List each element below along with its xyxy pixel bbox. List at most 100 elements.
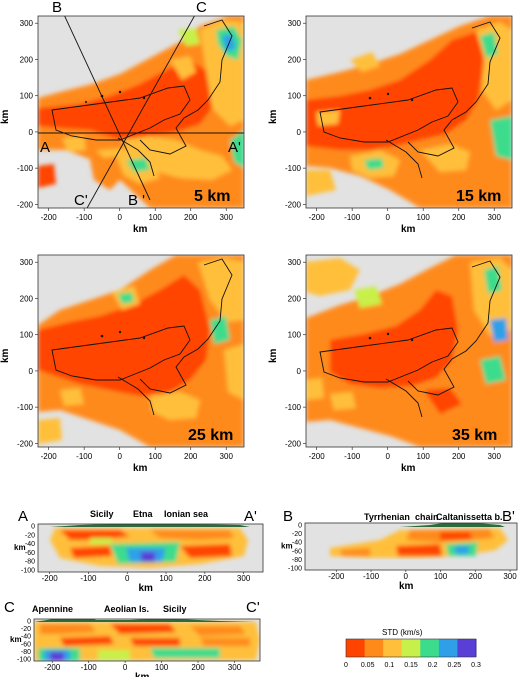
section-xtick-label: -200 bbox=[328, 572, 345, 581]
legend-tick-label: 0.25 bbox=[448, 662, 462, 669]
map-xtick-label: -200 bbox=[41, 452, 58, 461]
legend-tick-label: 0.15 bbox=[404, 662, 418, 669]
section-xtick-label: 200 bbox=[191, 663, 205, 672]
section-b-place-2: chain bbox=[415, 512, 439, 522]
map-ytick-label: 0 bbox=[297, 128, 302, 137]
profile-marker-a-prime: A' bbox=[228, 139, 241, 156]
section-ytick-label: 0 bbox=[298, 523, 302, 530]
map-5km: 5 km B C A A' C' B ' bbox=[37, 0, 245, 209]
section-c-place-3: Sicily bbox=[163, 604, 187, 614]
section-c-place-1: Apennine bbox=[32, 604, 73, 614]
axes: -200 -100 0 100 200 3003002001000-100-200kmkm… bbox=[0, 19, 517, 682]
map-xtick-label: 200 bbox=[184, 452, 198, 461]
legend-tick-label: 0.3 bbox=[471, 662, 481, 669]
section-ytick-label: -100 bbox=[17, 657, 31, 664]
map-ytick-label: 100 bbox=[20, 331, 34, 340]
profile-marker-c-prime: C' bbox=[74, 192, 88, 209]
legend-swatch bbox=[420, 639, 440, 657]
section-xtick-label: 200 bbox=[198, 574, 212, 583]
section-ytick-label: -40 bbox=[25, 541, 35, 548]
section-c-end: C' bbox=[246, 599, 260, 616]
legend-tick-label: 0 bbox=[344, 662, 348, 669]
map-xtick-label: 300 bbox=[488, 213, 502, 222]
legend-swatch bbox=[438, 639, 458, 657]
map-xtick-label: -100 bbox=[76, 213, 93, 222]
legend-swatch bbox=[346, 639, 366, 657]
map-xtick-label: 100 bbox=[149, 452, 163, 461]
map-ytick-label: 0 bbox=[297, 367, 302, 376]
section-ytick-label: -40 bbox=[292, 540, 302, 547]
map-ytick-label: -200 bbox=[17, 439, 34, 448]
map-xtick-label: 200 bbox=[452, 452, 466, 461]
legend: STD (km/s) 0 0.05 0.1 0.15 0.2 0.25 0.3 bbox=[344, 628, 481, 669]
profile-marker-c: C bbox=[196, 0, 207, 16]
map-xtick-label: 300 bbox=[488, 452, 502, 461]
section-xlabel: km bbox=[139, 583, 154, 594]
map-ylabel: km bbox=[268, 348, 279, 363]
map-25km: 25 km bbox=[37, 254, 245, 448]
map-ytick-label: 100 bbox=[288, 331, 302, 340]
section-a-end: A' bbox=[244, 508, 257, 525]
section-ylabel: km bbox=[14, 543, 26, 552]
section-ytick-label: -40 bbox=[21, 634, 31, 641]
section-a: A A' Sicily Etna Ionian sea bbox=[18, 508, 264, 573]
map-ytick-label: 300 bbox=[288, 258, 302, 267]
profile-marker-b: B bbox=[52, 0, 62, 16]
map-xtick-label: 100 bbox=[149, 213, 163, 222]
section-xtick-label: 200 bbox=[469, 572, 483, 581]
section-ylabel: km bbox=[281, 542, 293, 551]
map-ytick-label: 300 bbox=[20, 258, 34, 267]
depth-label-25km: 25 km bbox=[188, 427, 233, 444]
section-xtick-label: 300 bbox=[228, 663, 242, 672]
section-b-start: B bbox=[283, 508, 293, 525]
map-ytick-label: 100 bbox=[20, 92, 34, 101]
map-ytick-label: 200 bbox=[20, 294, 34, 303]
legend-frame bbox=[345, 638, 477, 658]
map-xtick-label: -100 bbox=[344, 452, 361, 461]
section-c: C C' Apennine Aeolian Is. Sicily bbox=[4, 599, 261, 662]
map-xtick-label: 0 bbox=[385, 213, 390, 222]
legend-swatch bbox=[383, 639, 403, 657]
section-ylabel: km bbox=[10, 635, 22, 644]
section-b-place-3: Caltanissetta b. bbox=[436, 512, 503, 522]
map-xtick-label: -200 bbox=[309, 452, 326, 461]
map-xtick-label: 0 bbox=[117, 452, 122, 461]
depth-label-15km: 15 km bbox=[456, 188, 501, 205]
section-b-end: B' bbox=[502, 508, 515, 525]
section-xlabel: km bbox=[135, 672, 150, 677]
map-ytick-label: -100 bbox=[17, 403, 34, 412]
legend-title: STD (km/s) bbox=[382, 628, 423, 637]
map-xlabel: km bbox=[133, 463, 148, 474]
map-ytick-label: 200 bbox=[288, 294, 302, 303]
profile-marker-a: A bbox=[40, 139, 50, 156]
section-ytick-label: -20 bbox=[25, 532, 35, 539]
map-xlabel: km bbox=[133, 224, 148, 235]
map-ylabel: km bbox=[0, 109, 11, 124]
map-35km: 35 km bbox=[305, 254, 513, 448]
map-ytick-label: 100 bbox=[288, 92, 302, 101]
section-c-start: C bbox=[4, 599, 15, 616]
map-ylabel: km bbox=[268, 109, 279, 124]
section-a-place-2: Etna bbox=[133, 509, 153, 519]
profile-marker-b-prime: B ' bbox=[128, 192, 145, 209]
section-c-place-2: Aeolian Is. bbox=[104, 604, 149, 614]
section-xtick-label: 300 bbox=[237, 574, 251, 583]
section-ytick-label: -20 bbox=[21, 626, 31, 633]
map-xtick-label: 100 bbox=[417, 213, 431, 222]
section-xtick-label: 0 bbox=[404, 572, 409, 581]
map-xtick-label: 0 bbox=[385, 452, 390, 461]
section-ytick-label: -100 bbox=[288, 566, 302, 573]
map-xlabel: km bbox=[401, 224, 416, 235]
map-xtick-label: -100 bbox=[76, 452, 93, 461]
section-ytick-label: -60 bbox=[25, 550, 35, 557]
map-ytick-label: 300 bbox=[20, 19, 34, 28]
section-b: B B' Tyrrhenian chain Caltanissetta b. bbox=[283, 508, 518, 571]
legend-tick-label: 0.2 bbox=[428, 662, 438, 669]
section-xtick-label: -100 bbox=[81, 663, 98, 672]
legend-ticks: 0 0.05 0.1 0.15 0.2 0.25 0.3 bbox=[344, 662, 481, 669]
section-a-place-1: Sicily bbox=[90, 509, 114, 519]
legend-color-bar bbox=[345, 638, 477, 658]
map-ytick-label: -100 bbox=[17, 164, 34, 173]
map-ytick-label: -100 bbox=[285, 403, 302, 412]
